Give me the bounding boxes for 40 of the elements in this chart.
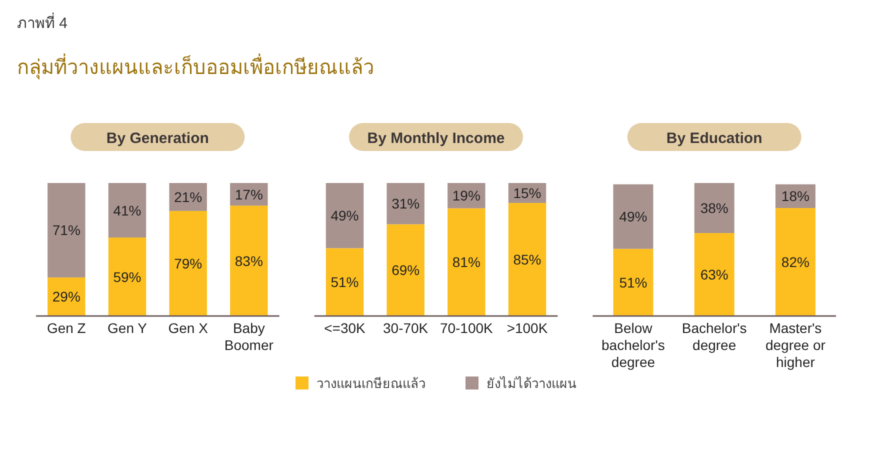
data-label: 79% — [174, 255, 202, 272]
x-tick-label: Baby Boomer — [224, 320, 274, 353]
data-label: 19% — [452, 188, 480, 204]
x-tick-label: Gen X — [168, 320, 209, 336]
data-label: 69% — [392, 262, 420, 278]
data-label: 82% — [781, 254, 810, 270]
data-label: 29% — [52, 288, 80, 305]
x-tick-label: >100K — [506, 320, 548, 336]
data-label: 71% — [52, 222, 80, 238]
chart-title: By Monthly Income — [367, 130, 505, 147]
data-label: 21% — [174, 188, 202, 205]
data-label: 15% — [513, 184, 542, 201]
chart-title: By Generation — [106, 130, 209, 147]
x-tick-label: Below bachelor's degree — [602, 320, 665, 370]
data-label: 31% — [392, 196, 420, 212]
x-tick-label: Master's degree or higher — [765, 320, 826, 370]
data-label: 59% — [113, 268, 142, 285]
data-label: 51% — [619, 274, 648, 290]
data-label: 81% — [452, 254, 480, 270]
data-label: 51% — [330, 274, 359, 290]
data-label: 63% — [700, 266, 728, 283]
x-tick-label: Gen Z — [46, 320, 86, 336]
data-label: 49% — [330, 208, 359, 224]
data-label: 83% — [234, 252, 263, 269]
x-tick-label: 70-100K — [440, 320, 494, 336]
data-label: 85% — [513, 251, 542, 268]
data-label: 18% — [781, 188, 810, 204]
data-label: 41% — [113, 202, 142, 218]
legend-label: วางแผนเกษียณแล้ว — [316, 376, 426, 391]
data-label: 49% — [619, 208, 648, 225]
x-tick-label: Bachelor's degree — [682, 320, 747, 353]
chart-title: By Education — [666, 130, 762, 147]
x-tick-label: Gen Y — [108, 320, 148, 336]
x-tick-label: <=30K — [324, 320, 366, 336]
data-label: 38% — [700, 200, 728, 216]
text: กลุ่มที่วางแผนและเก็บออมเพื่อเกษียณแล้ว — [17, 53, 374, 80]
legend-label: ยังไม่ได้วางแผน — [486, 376, 576, 391]
x-tick-label: 30-70K — [383, 320, 429, 336]
data-label: 17% — [234, 186, 263, 202]
text: ภาพที่ 4 — [17, 12, 68, 32]
